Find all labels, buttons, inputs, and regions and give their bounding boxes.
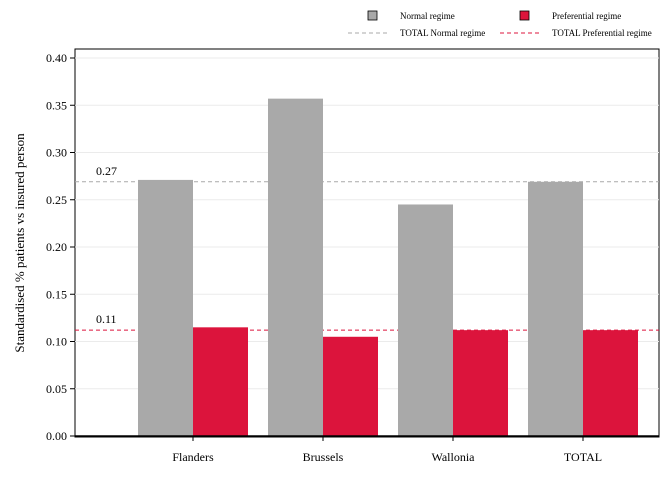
y-tick-label: 0.20 — [46, 240, 67, 254]
bars — [138, 98, 638, 436]
x-tick-label: Wallonia — [431, 450, 475, 464]
bar-brussels-preferential-regime — [323, 336, 378, 436]
y-tick-label: 0.25 — [46, 193, 67, 207]
y-tick-label: 0.00 — [46, 429, 67, 443]
legend-label: Normal regime — [400, 11, 455, 21]
legend: Normal regime Preferential regime TOTAL No… — [348, 10, 652, 38]
y-axis-label: Standardised % patients vs insured perso… — [12, 133, 27, 353]
bar-wallonia-preferential-regime — [453, 330, 508, 436]
bar-brussels-normal-regime — [268, 98, 323, 436]
y-tick-label: 0.05 — [46, 382, 67, 396]
x-tick-label: Brussels — [303, 450, 344, 464]
bar-flanders-normal-regime — [138, 179, 193, 436]
legend-label: TOTAL Preferential regime — [552, 28, 652, 38]
bar-flanders-preferential-regime — [193, 327, 248, 436]
x-tick-label: Flanders — [172, 450, 214, 464]
y-tick-label: 0.40 — [46, 51, 67, 65]
axes: 0.00 0.05 0.10 0.15 0.20 0.25 0.30 0.35 0.40 Flan… — [46, 51, 659, 464]
x-tick-label: TOTAL — [564, 450, 602, 464]
bar-total-preferential-regime — [583, 330, 638, 436]
reference-line-label: 0.27 — [96, 164, 117, 178]
bar-total-normal-regime — [528, 181, 583, 436]
legend-swatch — [367, 10, 378, 21]
bar-wallonia-normal-regime — [398, 204, 453, 436]
y-tick-label: 0.10 — [46, 335, 67, 349]
y-tick-label: 0.15 — [46, 287, 67, 301]
legend-label: Preferential regime — [552, 11, 621, 21]
y-tick-label: 0.35 — [46, 98, 67, 112]
legend-swatch — [519, 10, 530, 21]
reference-line-label: 0.11 — [96, 312, 117, 326]
y-tick-label: 0.30 — [46, 146, 67, 160]
legend-label: TOTAL Normal regime — [400, 28, 485, 38]
